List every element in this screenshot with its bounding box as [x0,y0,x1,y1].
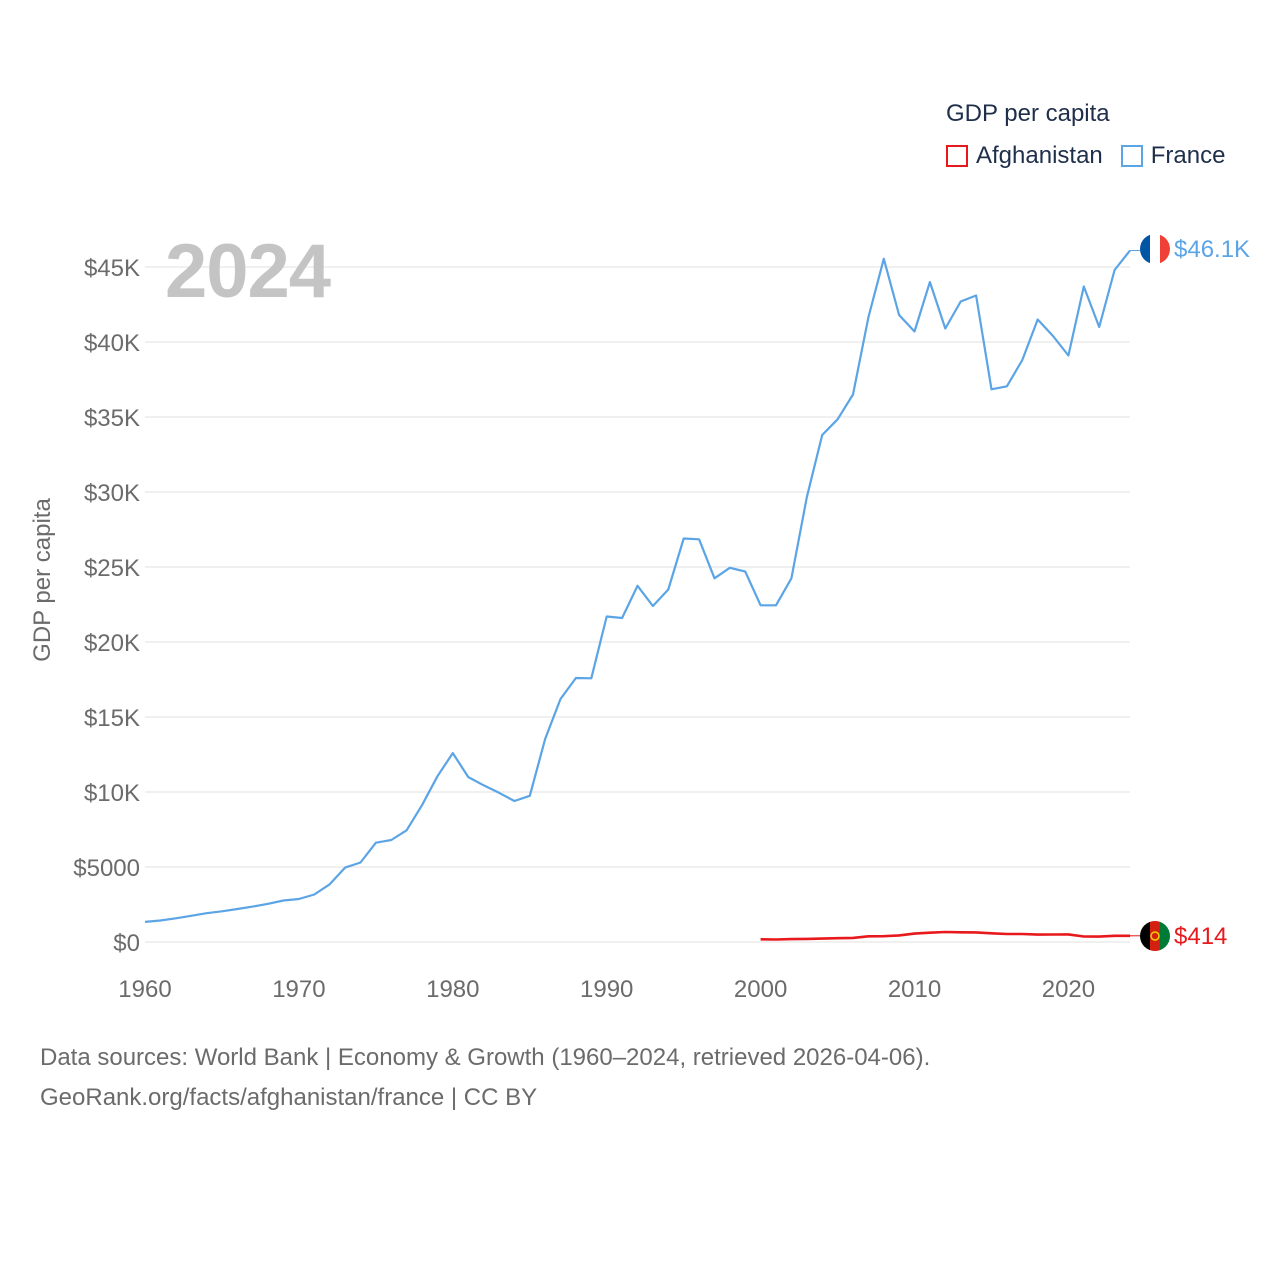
y-axis-ticks: $0 $5000 $10K $15K $20K $25K $30K $35K $40K $45K [73,255,140,957]
y-tick-label: $40K [84,330,140,357]
grid-lines [145,266,1130,943]
legend-item-france[interactable]: France [1120,142,1226,170]
y-tick-label: $30K [84,480,140,507]
y-tick-label: $25K [84,555,140,582]
y-tick-label: $45K [84,255,140,282]
x-tick-label: 2020 [1042,976,1095,1003]
y-tick-label: $20K [84,630,140,657]
x-tick-label: 2000 [734,976,787,1003]
data-sources-note: Data sources: World Bank | Economy & Gro… [40,1044,931,1071]
legend-swatch-france [1120,145,1143,167]
current-year-label: 2024 [165,229,331,314]
afghanistan-flag-icon [1140,921,1170,951]
france-flag-icon [1140,234,1170,264]
x-tick-label: 1970 [272,976,325,1003]
series-line-france [144,249,1131,923]
france-end-value-label: $46.1K [1174,236,1250,263]
series-lines [144,249,1140,941]
x-tick-label: 1960 [118,976,171,1003]
series-line-afghanistan [760,930,1130,941]
y-tick-label: $5000 [73,855,140,882]
x-tick-label: 1980 [426,976,479,1003]
x-axis-ticks: 1960 1970 1980 1990 2000 2010 2020 [118,976,1095,1003]
afghanistan-end-value-label: $414 [1174,923,1227,950]
legend-swatch-afghanistan [946,145,968,167]
x-tick-label: 1990 [580,976,633,1003]
y-tick-label: $0 [113,930,140,957]
legend: Afghanistan France [946,142,1243,170]
source-link[interactable]: GeoRank.org/facts/afghanistan/france | C… [40,1084,538,1111]
legend-item-afghanistan[interactable]: Afghanistan [946,142,1103,170]
legend-label-afghanistan: Afghanistan [976,142,1103,169]
y-tick-label: $15K [84,705,140,732]
y-tick-label: $35K [84,405,140,432]
x-tick-label: 2010 [888,976,941,1003]
y-tick-label: $10K [84,780,140,807]
legend-label-france: France [1150,142,1226,169]
y-axis-label: GDP per capita [29,498,56,662]
legend-title: GDP per capita [946,100,1110,127]
